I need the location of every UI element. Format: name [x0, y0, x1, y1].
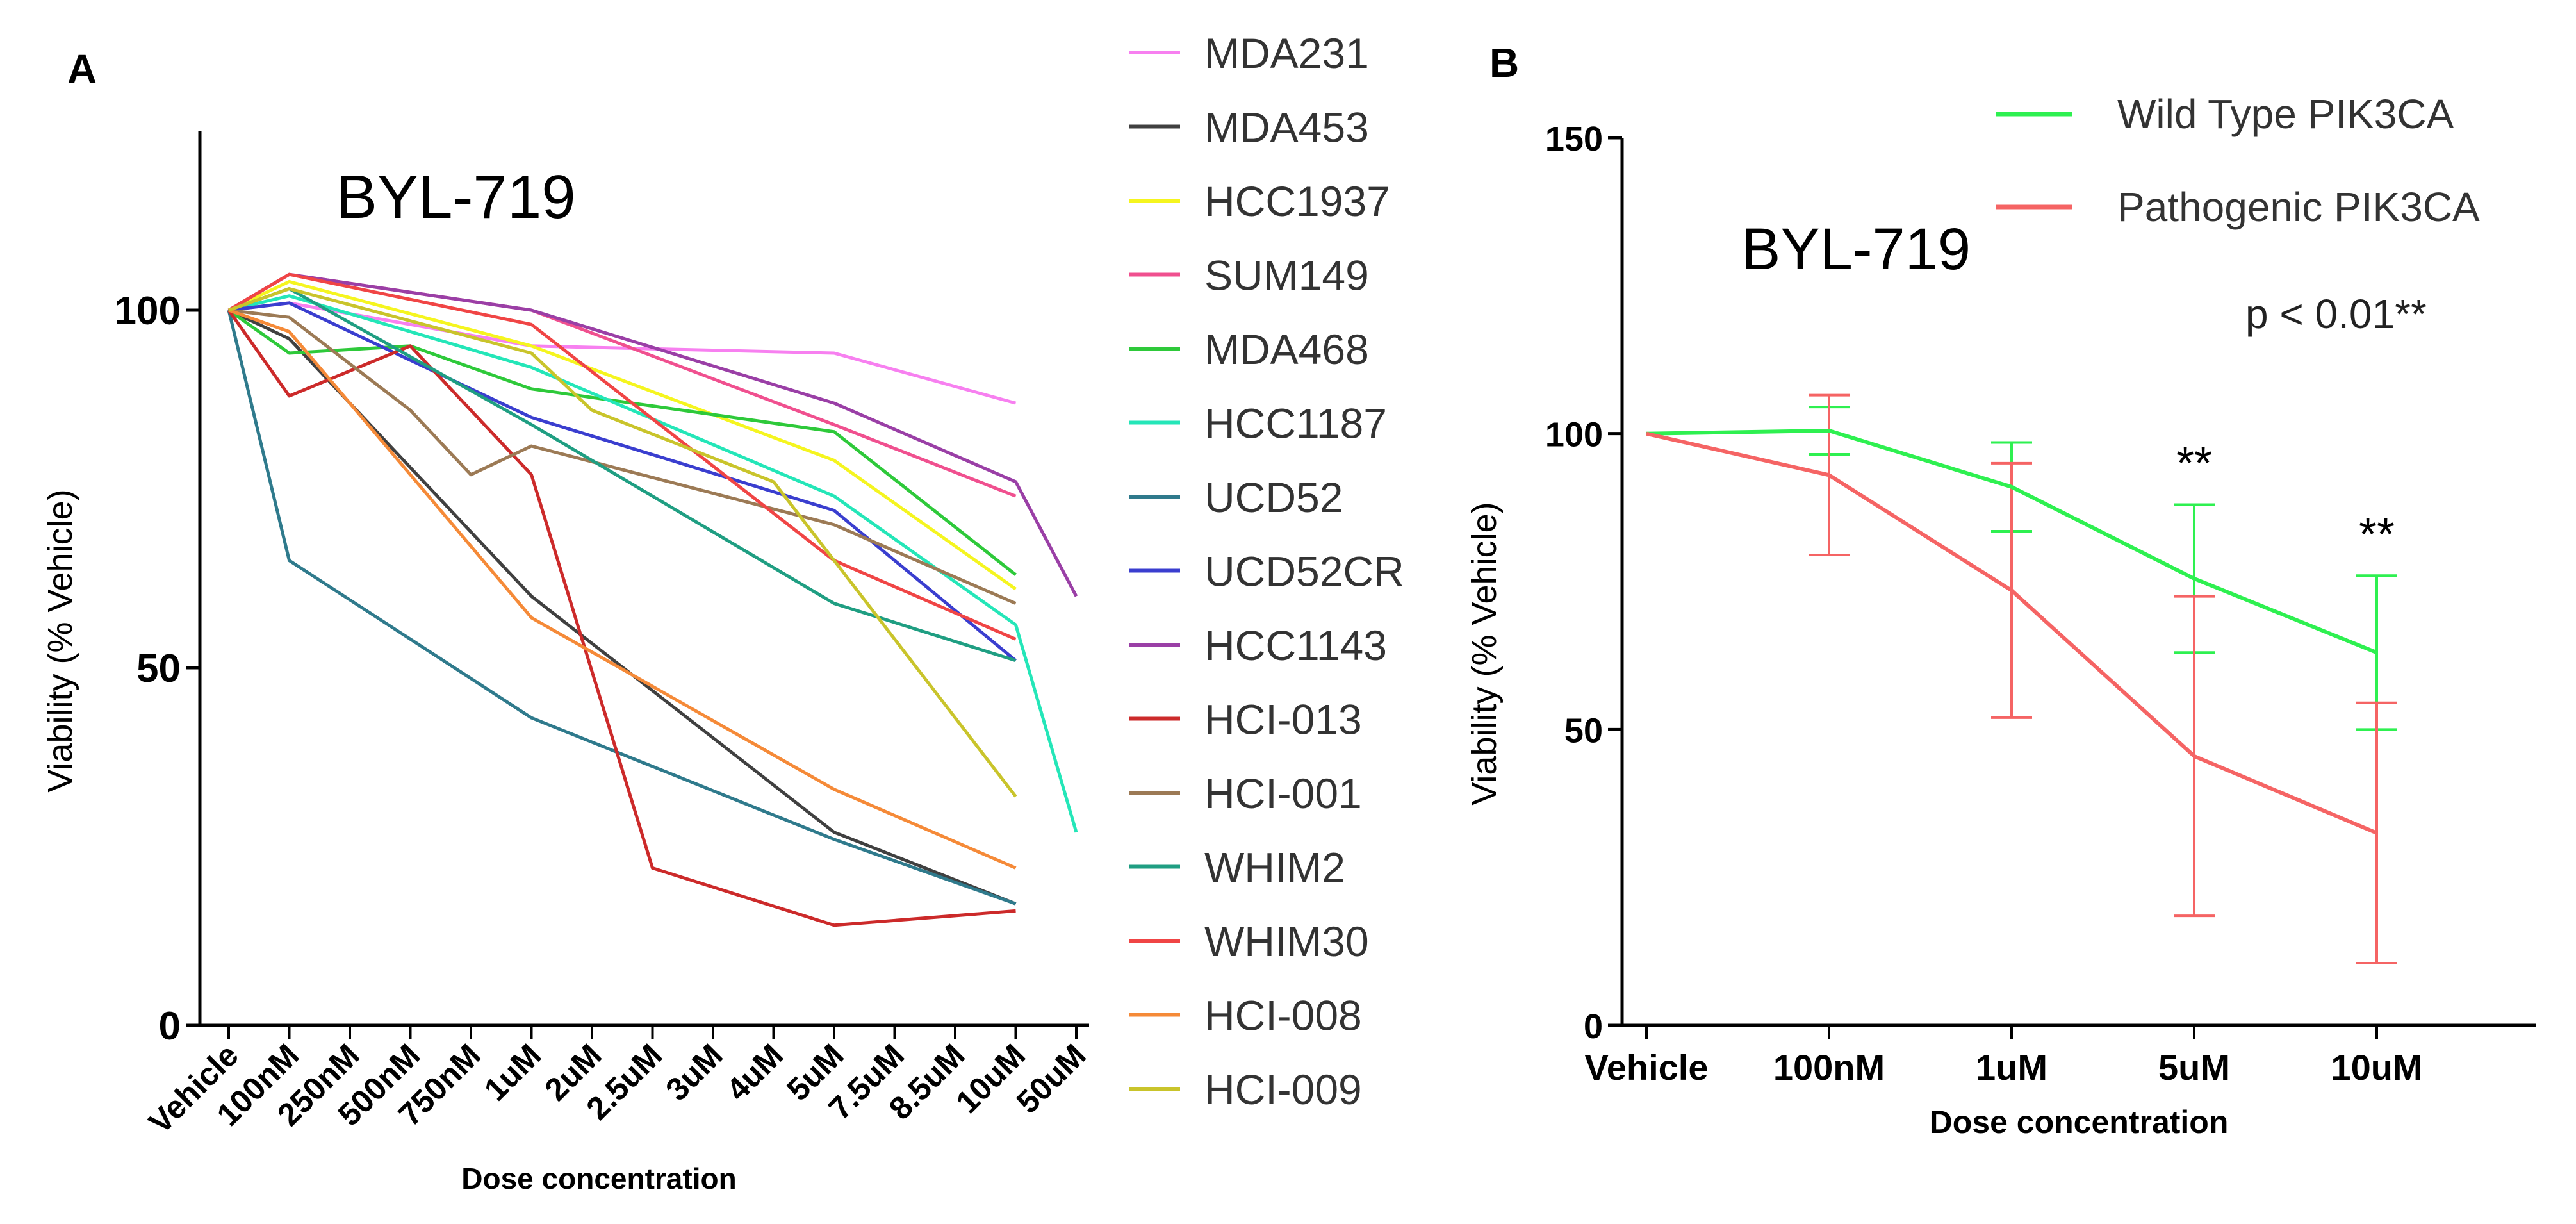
chart-a-y-axis-label: Viability (% Vehicle): [41, 489, 79, 792]
chart-a-x-tick-label: 3uM: [659, 1037, 729, 1107]
chart-a-series-line-hcc1937: [227, 279, 1017, 591]
panel-a-label: A: [67, 46, 97, 92]
chart-a-series-line-hci-009: [228, 287, 1017, 798]
chart-a-series-line-mda231: [228, 301, 1017, 405]
chart-b-significance-marker: **: [2359, 509, 2395, 560]
legend-a-label: MDA453: [1204, 104, 1369, 151]
chart-a-x-tick-label: 50uM: [1010, 1037, 1093, 1120]
chart-a-series-line-hcc1187: [228, 294, 1078, 833]
legend-b-label: Pathogenic PIK3CA: [2117, 184, 2480, 230]
legend-a-label: HCC1937: [1204, 178, 1390, 225]
chart-a-legend: MDA231 MDA453 HCC1937 SUM149 MDA468 HCC1187 UC…: [1129, 29, 1404, 1113]
chart-a-x-tick-label: 4uM: [719, 1037, 790, 1107]
legend-a-label: MDA231: [1204, 29, 1369, 77]
chart-b-title: BYL-719: [1741, 217, 1971, 282]
chart-a-x-axis-label: Dose concentration: [461, 1162, 736, 1195]
chart-b-x-tick-label: 1uM: [1976, 1047, 2047, 1088]
chart-b-y-tick-label: 50: [1564, 711, 1603, 750]
chart-b-x-axis-label: Dose concentration: [1930, 1104, 2229, 1140]
panel-b-label: B: [1489, 40, 1519, 86]
chart-a-series-line-ucd52: [227, 310, 1017, 906]
legend-a-label: HCI-008: [1204, 992, 1362, 1039]
legend-a-label: WHIM2: [1204, 844, 1345, 891]
chart-a-y-tick-label: 100: [115, 289, 181, 333]
chart-a-x-tick-label: 1uM: [477, 1037, 548, 1107]
chart-a: 050100Vehicle100nM250nM500nM750nM1uM2uM2…: [41, 131, 1093, 1195]
legend-a-label: HCI-001: [1204, 770, 1362, 817]
chart-a-series-line-ucd52cr: [228, 301, 1017, 662]
legend-a-label: HCI-013: [1204, 696, 1362, 743]
chart-a-title: BYL-719: [336, 163, 576, 231]
chart-b-series-line-wild-type-pik3ca: [1646, 429, 2378, 655]
chart-b-y-tick-label: 0: [1584, 1007, 1603, 1046]
chart-a-series-line-whim30: [227, 272, 1017, 641]
chart-a-y-tick-label: 0: [159, 1004, 181, 1048]
chart-a-series-line-hci-008: [228, 308, 1017, 870]
legend-a-label: SUM149: [1204, 252, 1369, 299]
chart-b-y-axis-label: Viability (% Vehicle): [1465, 502, 1504, 805]
chart-b-p-value: p < 0.01**: [2245, 291, 2427, 337]
chart-b-series-line-pathogenic-pik3ca: [1646, 431, 2378, 835]
legend-a-label: HCC1187: [1204, 400, 1387, 447]
chart-a-series-line-sum149: [227, 272, 1017, 498]
legend-a-label: UCD52CR: [1204, 548, 1404, 595]
chart-b-x-tick-label: 10uM: [2331, 1047, 2422, 1088]
chart-a-series-line-hci-013: [227, 309, 1016, 927]
chart-b-x-tick-label: 5uM: [2158, 1047, 2230, 1088]
chart-a-y-tick-label: 50: [136, 647, 181, 691]
chart-a-series-line-mda468: [227, 308, 1017, 576]
chart-b-x-tick-label: 100nM: [1773, 1047, 1885, 1088]
chart-a-x-tick-label: 10uM: [949, 1037, 1032, 1120]
chart-b: 0 50 100 150 Vehicle 100nM 1uM 5uM 10uM Dose conc…: [1465, 91, 2536, 1140]
chart-b-significance-marker: **: [2176, 438, 2212, 489]
chart-b-y-tick-label: 100: [1545, 416, 1603, 454]
legend-a-label: UCD52: [1204, 474, 1343, 521]
chart-b-x-tick-label: Vehicle: [1584, 1047, 1708, 1088]
chart-a-series-line-hci-001: [228, 308, 1017, 605]
chart-b-y-tick-label: 150: [1545, 120, 1603, 158]
legend-a-label: HCC1143: [1204, 622, 1387, 669]
chart-a-series-line-mda453: [227, 308, 1017, 906]
legend-b-label: Wild Type PIK3CA: [2117, 91, 2454, 137]
legend-a-label: HCI-009: [1204, 1066, 1362, 1113]
legend-a-label: WHIM30: [1204, 918, 1369, 965]
legend-a-label: MDA468: [1204, 326, 1369, 373]
